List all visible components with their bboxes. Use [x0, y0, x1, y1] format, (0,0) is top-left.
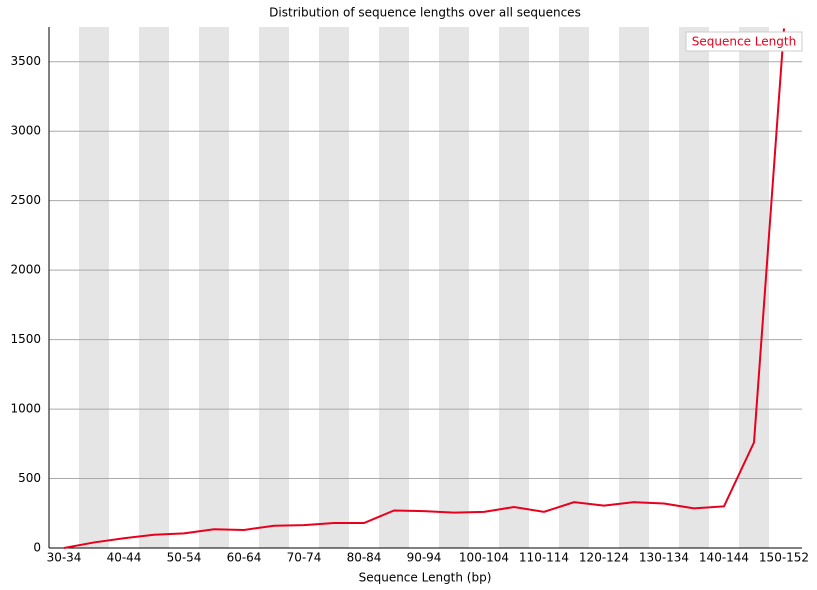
y-tick-label: 2000	[10, 263, 41, 277]
x-tick-label: 50-54	[167, 551, 202, 565]
stripe	[259, 27, 289, 548]
x-tick-label: 80-84	[347, 551, 382, 565]
y-tick-label: 2500	[10, 193, 41, 207]
stripe	[619, 27, 649, 548]
stripe	[679, 27, 709, 548]
x-tick-label: 30-34	[47, 551, 82, 565]
y-tick-label: 3500	[10, 54, 41, 68]
chart-title: Distribution of sequence lengths over al…	[269, 6, 581, 20]
data-line	[63, 28, 785, 549]
stripe	[139, 27, 169, 548]
legend-label: Sequence Length	[692, 35, 796, 49]
stripe	[199, 27, 229, 548]
x-tick-label: 90-94	[407, 551, 442, 565]
stripe	[499, 27, 529, 548]
y-tick-label: 0	[33, 541, 41, 555]
x-tick-label: 110-114	[519, 551, 569, 565]
stripe	[319, 27, 349, 548]
x-axis-title: Sequence Length (bp)	[359, 571, 492, 585]
x-tick-label: 100-104	[459, 551, 509, 565]
y-tick-label: 500	[18, 471, 41, 485]
stripe	[379, 27, 409, 548]
stripe	[739, 27, 769, 548]
x-tick-label: 140-144	[699, 551, 749, 565]
stripe	[559, 27, 589, 548]
y-tick-label: 3000	[10, 124, 41, 138]
x-tick-label: 60-64	[227, 551, 262, 565]
y-tick-label: 1500	[10, 332, 41, 346]
x-tick-label: 40-44	[107, 551, 142, 565]
x-tick-label: 120-124	[579, 551, 629, 565]
stripe	[439, 27, 469, 548]
x-tick-label: 150-152	[759, 551, 809, 565]
x-tick-label: 130-134	[639, 551, 689, 565]
x-tick-label: 70-74	[287, 551, 322, 565]
legend-box	[685, 31, 803, 52]
stripe	[79, 27, 109, 548]
y-tick-label: 1000	[10, 402, 41, 416]
